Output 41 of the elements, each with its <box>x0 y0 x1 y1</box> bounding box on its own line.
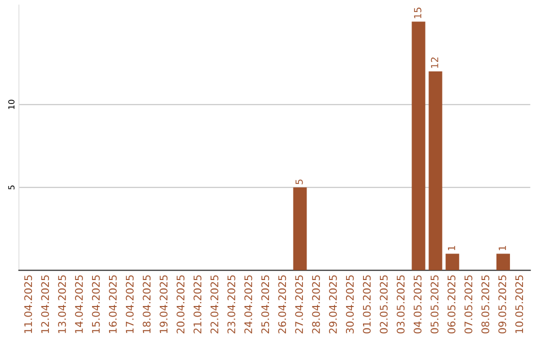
x-tick-label: 06.05.2025 <box>448 275 456 334</box>
data-label: 12 <box>430 58 438 68</box>
x-tick-label: 15.04.2025 <box>92 275 100 333</box>
bar <box>412 22 426 270</box>
x-tick-label: 09.05.2025 <box>498 275 506 334</box>
x-tick-label: 01.05.2025 <box>362 275 371 334</box>
x-tick-label: 16.04.2025 <box>108 275 117 333</box>
x-tick-label: 08.05.2025 <box>481 275 490 334</box>
x-tick-label: 03.05.2025 <box>396 275 405 334</box>
x-tick-label: 30.04.2025 <box>346 275 354 334</box>
y-tick-label: 10 <box>8 100 15 109</box>
bar <box>428 71 442 270</box>
x-tick-label: 24.04.2025 <box>244 275 252 334</box>
data-label: 5 <box>296 180 303 184</box>
x-tick-label: 29.04.2025 <box>329 275 337 334</box>
x-tick-label: 17.04.2025 <box>126 275 134 333</box>
data-label: 1 <box>448 246 456 250</box>
x-tick-label: 10.05.2025 <box>515 275 524 333</box>
x-tick-label: 25.04.2025 <box>261 275 270 334</box>
data-label: 15 <box>414 8 422 18</box>
x-tick-label: 04.05.2025 <box>414 275 422 334</box>
x-tick-label: 02.05.2025 <box>380 275 388 334</box>
x-tick-label: 18.04.2025 <box>142 275 151 333</box>
x-tick-label: 27.04.2025 <box>295 275 304 334</box>
x-tick-label: 05.05.2025 <box>430 275 438 334</box>
x-tick-label: 07.05.2025 <box>464 275 472 334</box>
bar <box>496 254 510 270</box>
x-tick-label: 12.04.2025 <box>41 275 50 333</box>
x-tick-label: 23.04.2025 <box>227 275 236 334</box>
x-tick-label: 22.04.2025 <box>210 275 218 334</box>
bar <box>446 254 460 270</box>
x-tick-label: 26.04.2025 <box>278 275 286 334</box>
x-tick-label: 19.04.2025 <box>160 275 168 333</box>
x-tick-label: 20.04.2025 <box>176 275 184 334</box>
x-tick-label: 13.04.2025 <box>58 275 66 333</box>
x-tick-label: 11.04.2025 <box>24 275 32 333</box>
data-label: 1 <box>498 246 506 250</box>
bar <box>293 187 307 270</box>
x-tick-label: 28.04.2025 <box>312 275 320 334</box>
x-tick-label: 14.04.2025 <box>75 275 83 333</box>
x-tick-label: 21.04.2025 <box>194 275 202 334</box>
